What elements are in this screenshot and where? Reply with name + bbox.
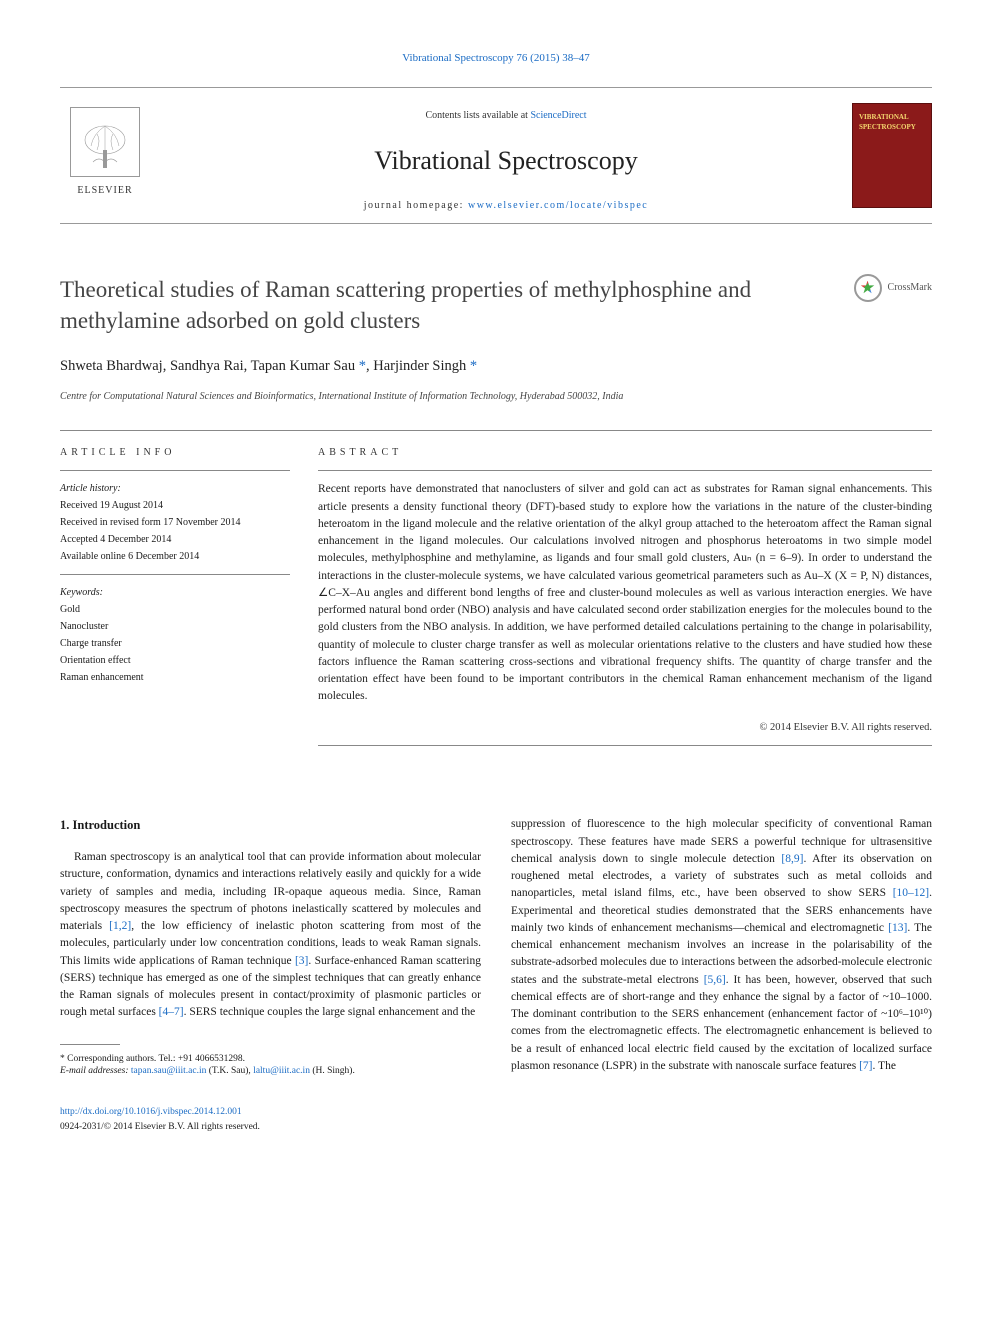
crossmark-label: CrossMark [888, 280, 932, 295]
ref-link[interactable]: [1,2] [109, 920, 131, 932]
homepage-link[interactable]: www.elsevier.com/locate/vibspec [468, 200, 648, 211]
abstract-heading: ABSTRACT [318, 445, 932, 460]
homepage-prefix: journal homepage: [364, 200, 468, 211]
keyword: Raman enhancement [60, 670, 290, 685]
keywords-label: Keywords: [60, 585, 290, 600]
crossmark-badge-icon [854, 274, 882, 302]
ref-link[interactable]: [4–7] [159, 1006, 184, 1018]
author: Shweta Bhardwaj [60, 358, 163, 374]
crossmark-widget[interactable]: CrossMark [854, 274, 932, 302]
contents-prefix: Contents lists available at [425, 110, 530, 121]
ref-link[interactable]: [10–12] [893, 887, 929, 899]
article-info-panel: ARTICLE INFO Article history: Received 1… [60, 445, 290, 756]
contents-line: Contents lists available at ScienceDirec… [180, 108, 832, 123]
copyright-line: © 2014 Elsevier B.V. All rights reserved… [318, 720, 932, 736]
homepage-line: journal homepage: www.elsevier.com/locat… [180, 198, 832, 213]
body-paragraph: suppression of fluorescence to the high … [511, 816, 932, 1075]
abstract-panel: ABSTRACT Recent reports have demonstrate… [318, 445, 932, 756]
title-row: Theoretical studies of Raman scattering … [60, 274, 932, 336]
elsevier-logo[interactable]: ELSEVIER [60, 103, 150, 203]
email-link[interactable]: tapan.sau@iiit.ac.in [131, 1066, 207, 1076]
keyword: Charge transfer [60, 636, 290, 651]
journal-cover-thumbnail[interactable]: VIBRATIONAL SPECTROSCOPY [852, 103, 932, 208]
authors-line: Shweta Bhardwaj, Sandhya Rai, Tapan Kuma… [60, 356, 932, 378]
journal-name: Vibrational Spectroscopy [180, 141, 832, 180]
divider [60, 470, 290, 471]
keywords-block: Keywords: Gold Nanocluster Charge transf… [60, 585, 290, 685]
divider [60, 574, 290, 575]
history-line: Received 19 August 2014 [60, 498, 290, 513]
author: Sandhya Rai [170, 358, 244, 374]
sciencedirect-link[interactable]: ScienceDirect [530, 110, 586, 121]
header-center: Contents lists available at ScienceDirec… [180, 103, 832, 213]
corr-phone: * Corresponding authors. Tel.: +91 40665… [60, 1053, 481, 1065]
doi-copyright: 0924-2031/© 2014 Elsevier B.V. All right… [60, 1122, 260, 1132]
affiliation: Centre for Computational Natural Science… [60, 389, 932, 404]
body-two-col: 1. Introduction Raman spectroscopy is an… [60, 816, 932, 1077]
keyword: Nanocluster [60, 619, 290, 634]
divider [318, 745, 932, 746]
ref-link[interactable]: [5,6] [704, 974, 726, 986]
body-col-right: suppression of fluorescence to the high … [511, 816, 932, 1077]
keyword: Gold [60, 602, 290, 617]
history-line: Accepted 4 December 2014 [60, 532, 290, 547]
email-who: (H. Singh). [310, 1066, 355, 1076]
info-abstract-row: ARTICLE INFO Article history: Received 1… [60, 445, 932, 756]
corr-asterisk-link[interactable]: * [355, 358, 366, 374]
elsevier-tree-icon [70, 107, 140, 177]
ref-link[interactable]: [7] [859, 1060, 872, 1072]
corr-asterisk-link[interactable]: * [466, 358, 477, 374]
ref-link[interactable]: [3] [295, 955, 308, 967]
author: Harjinder Singh [373, 358, 466, 374]
journal-citation-link[interactable]: Vibrational Spectroscopy 76 (2015) 38–47 [60, 50, 932, 67]
email-label: E-mail addresses: [60, 1066, 131, 1076]
doi-link[interactable]: http://dx.doi.org/10.1016/j.vibspec.2014… [60, 1107, 242, 1117]
section-heading: 1. Introduction [60, 816, 481, 835]
history-label: Article history: [60, 481, 290, 496]
ref-link[interactable]: [8,9] [781, 853, 803, 865]
divider [318, 470, 932, 471]
footnote-divider [60, 1044, 120, 1045]
corresponding-footnote: * Corresponding authors. Tel.: +91 40665… [60, 1053, 481, 1078]
divider [60, 430, 932, 431]
article-title: Theoretical studies of Raman scattering … [60, 274, 854, 336]
journal-header: ELSEVIER Contents lists available at Sci… [60, 87, 932, 224]
email-link[interactable]: laltu@iiit.ac.in [253, 1066, 310, 1076]
body-col-left: 1. Introduction Raman spectroscopy is an… [60, 816, 481, 1077]
author: Tapan Kumar Sau [251, 358, 355, 374]
abstract-text: Recent reports have demonstrated that na… [318, 481, 932, 705]
corr-emails: E-mail addresses: tapan.sau@iiit.ac.in (… [60, 1065, 481, 1077]
history-line: Received in revised form 17 November 201… [60, 515, 290, 530]
keyword: Orientation effect [60, 653, 290, 668]
ref-link[interactable]: [13] [888, 922, 907, 934]
body-paragraph: Raman spectroscopy is an analytical tool… [60, 849, 481, 1022]
email-who: (T.K. Sau), [206, 1066, 253, 1076]
doi-block: http://dx.doi.org/10.1016/j.vibspec.2014… [60, 1105, 932, 1134]
elsevier-wordmark: ELSEVIER [77, 183, 132, 198]
history-line: Available online 6 December 2014 [60, 549, 290, 564]
article-info-heading: ARTICLE INFO [60, 445, 290, 460]
